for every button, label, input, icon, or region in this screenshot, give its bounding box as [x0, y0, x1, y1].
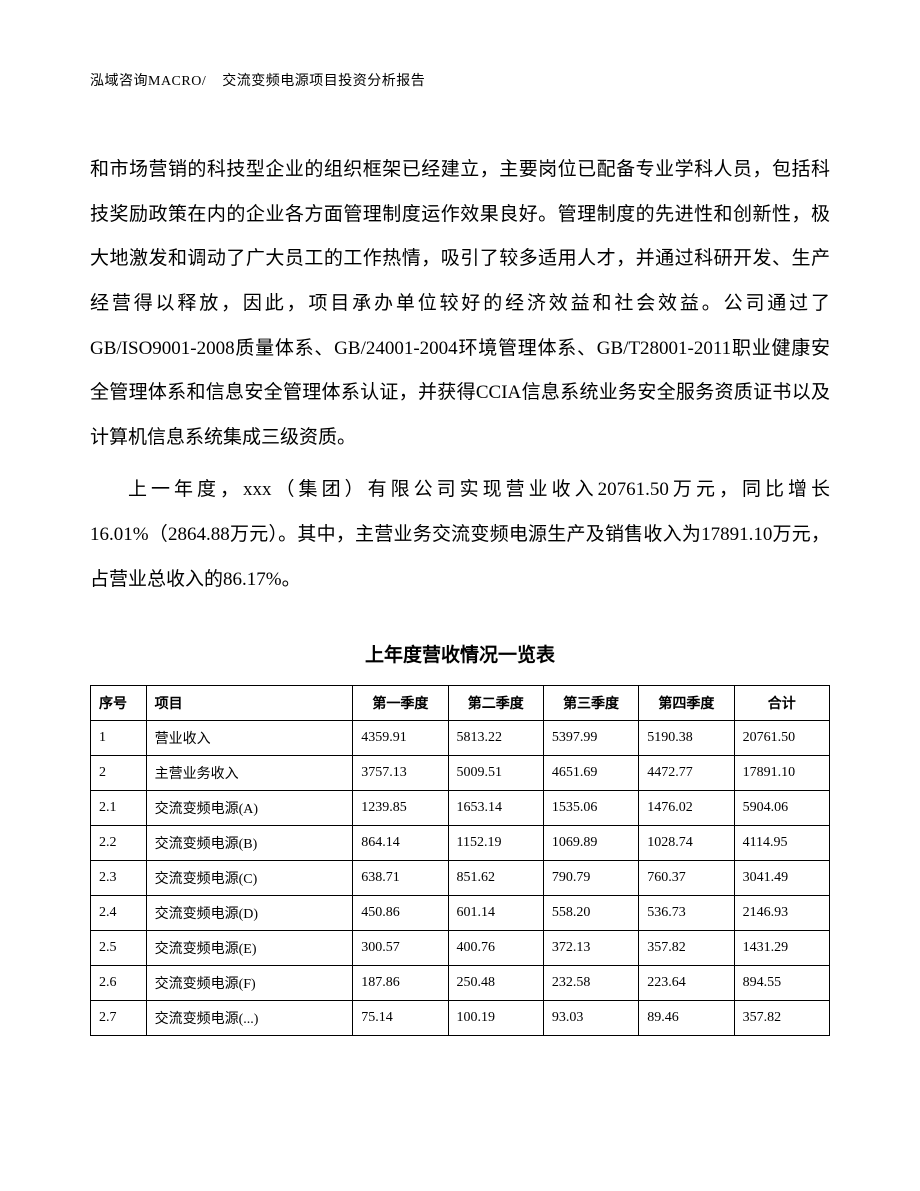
paragraph-2: 上一年度，xxx（集团）有限公司实现营业收入20761.50万元，同比增长16.…: [90, 468, 830, 602]
cell-q1: 1239.85: [353, 791, 448, 826]
col-header-q1: 第一季度: [353, 686, 448, 721]
cell-item: 交流变频电源(B): [146, 826, 353, 861]
cell-q3: 372.13: [543, 931, 638, 966]
cell-seq: 1: [91, 721, 147, 756]
cell-q1: 187.86: [353, 966, 448, 1001]
table-row: 2.3交流变频电源(C)638.71851.62790.79760.373041…: [91, 861, 830, 896]
cell-total: 20761.50: [734, 721, 829, 756]
cell-item: 交流变频电源(C): [146, 861, 353, 896]
cell-q3: 5397.99: [543, 721, 638, 756]
cell-item: 交流变频电源(D): [146, 896, 353, 931]
cell-q2: 400.76: [448, 931, 543, 966]
cell-q3: 93.03: [543, 1001, 638, 1036]
cell-seq: 2.4: [91, 896, 147, 931]
cell-seq: 2.7: [91, 1001, 147, 1036]
table-row: 2主营业务收入3757.135009.514651.694472.7717891…: [91, 756, 830, 791]
cell-item: 交流变频电源(A): [146, 791, 353, 826]
cell-q4: 5190.38: [639, 721, 734, 756]
table-body: 1营业收入4359.915813.225397.995190.3820761.5…: [91, 721, 830, 1036]
cell-q2: 5813.22: [448, 721, 543, 756]
cell-total: 4114.95: [734, 826, 829, 861]
cell-total: 1431.29: [734, 931, 829, 966]
cell-q1: 3757.13: [353, 756, 448, 791]
cell-item: 交流变频电源(F): [146, 966, 353, 1001]
cell-q2: 1653.14: [448, 791, 543, 826]
cell-total: 5904.06: [734, 791, 829, 826]
cell-q1: 75.14: [353, 1001, 448, 1036]
cell-q4: 760.37: [639, 861, 734, 896]
cell-q3: 232.58: [543, 966, 638, 1001]
col-header-q3: 第三季度: [543, 686, 638, 721]
cell-total: 357.82: [734, 1001, 829, 1036]
cell-q3: 558.20: [543, 896, 638, 931]
cell-q1: 638.71: [353, 861, 448, 896]
cell-q4: 357.82: [639, 931, 734, 966]
col-header-item: 项目: [146, 686, 353, 721]
cell-total: 17891.10: [734, 756, 829, 791]
cell-q2: 5009.51: [448, 756, 543, 791]
col-header-q2: 第二季度: [448, 686, 543, 721]
cell-q4: 1476.02: [639, 791, 734, 826]
cell-q1: 4359.91: [353, 721, 448, 756]
cell-q1: 300.57: [353, 931, 448, 966]
table-title: 上年度营收情况一览表: [90, 640, 830, 667]
table-row: 2.1交流变频电源(A)1239.851653.141535.061476.02…: [91, 791, 830, 826]
cell-q4: 1028.74: [639, 826, 734, 861]
cell-q2: 1152.19: [448, 826, 543, 861]
cell-seq: 2.5: [91, 931, 147, 966]
cell-q2: 851.62: [448, 861, 543, 896]
cell-q4: 536.73: [639, 896, 734, 931]
page-header: 泓域咨询MACRO/ 交流变频电源项目投资分析报告: [90, 70, 830, 90]
col-header-seq: 序号: [91, 686, 147, 721]
header-title: 交流变频电源项目投资分析报告: [222, 74, 425, 89]
cell-seq: 2.1: [91, 791, 147, 826]
table-row: 1营业收入4359.915813.225397.995190.3820761.5…: [91, 721, 830, 756]
cell-seq: 2.3: [91, 861, 147, 896]
cell-item: 交流变频电源(...): [146, 1001, 353, 1036]
cell-q4: 4472.77: [639, 756, 734, 791]
cell-item: 交流变频电源(E): [146, 931, 353, 966]
table-row: 2.2交流变频电源(B)864.141152.191069.891028.744…: [91, 826, 830, 861]
cell-total: 894.55: [734, 966, 829, 1001]
col-header-total: 合计: [734, 686, 829, 721]
paragraph-1: 和市场营销的科技型企业的组织框架已经建立，主要岗位已配备专业学科人员，包括科技奖…: [90, 148, 830, 460]
table-row: 2.4交流变频电源(D)450.86601.14558.20536.732146…: [91, 896, 830, 931]
cell-q1: 450.86: [353, 896, 448, 931]
cell-q3: 1069.89: [543, 826, 638, 861]
cell-q2: 250.48: [448, 966, 543, 1001]
cell-total: 3041.49: [734, 861, 829, 896]
cell-q2: 100.19: [448, 1001, 543, 1036]
cell-q3: 790.79: [543, 861, 638, 896]
cell-seq: 2: [91, 756, 147, 791]
cell-item: 营业收入: [146, 721, 353, 756]
table-header-row: 序号 项目 第一季度 第二季度 第三季度 第四季度 合计: [91, 686, 830, 721]
col-header-q4: 第四季度: [639, 686, 734, 721]
cell-item: 主营业务收入: [146, 756, 353, 791]
cell-seq: 2.6: [91, 966, 147, 1001]
cell-q2: 601.14: [448, 896, 543, 931]
header-company: 泓域咨询MACRO/: [90, 74, 206, 89]
table-row: 2.7交流变频电源(...)75.14100.1993.0389.46357.8…: [91, 1001, 830, 1036]
table-row: 2.5交流变频电源(E)300.57400.76372.13357.821431…: [91, 931, 830, 966]
cell-q1: 864.14: [353, 826, 448, 861]
cell-q3: 4651.69: [543, 756, 638, 791]
cell-total: 2146.93: [734, 896, 829, 931]
cell-q4: 223.64: [639, 966, 734, 1001]
cell-q4: 89.46: [639, 1001, 734, 1036]
cell-q3: 1535.06: [543, 791, 638, 826]
table-row: 2.6交流变频电源(F)187.86250.48232.58223.64894.…: [91, 966, 830, 1001]
cell-seq: 2.2: [91, 826, 147, 861]
revenue-table: 序号 项目 第一季度 第二季度 第三季度 第四季度 合计 1营业收入4359.9…: [90, 685, 830, 1036]
